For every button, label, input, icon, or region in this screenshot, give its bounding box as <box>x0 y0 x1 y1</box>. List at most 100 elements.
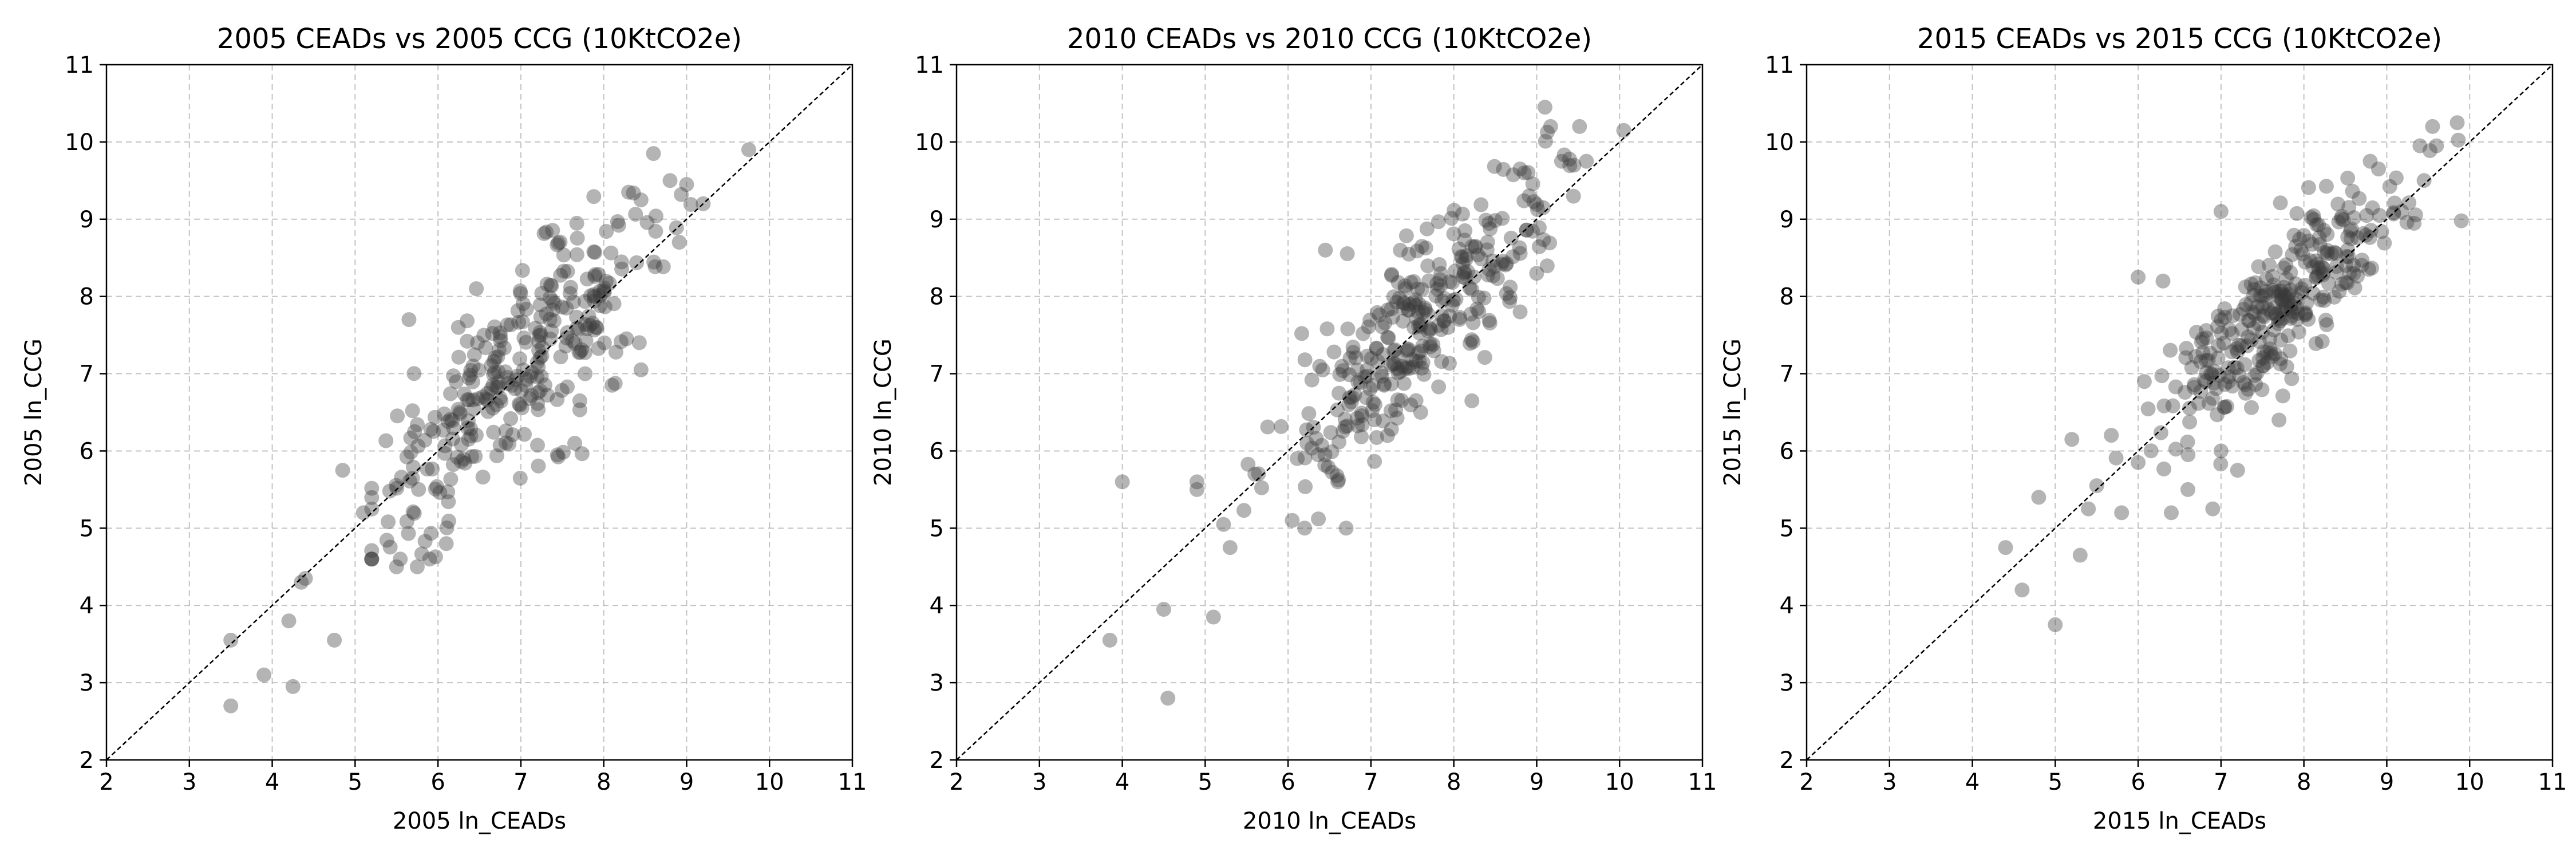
data-point <box>382 483 397 499</box>
data-point <box>605 377 620 393</box>
data-point <box>1297 521 1313 536</box>
data-point <box>2275 388 2290 404</box>
data-point <box>1402 297 1417 312</box>
data-point <box>2416 173 2432 188</box>
data-point <box>671 235 687 250</box>
data-point <box>2153 425 2168 440</box>
data-point <box>1445 275 1460 290</box>
data-point <box>606 296 622 312</box>
data-point <box>223 632 239 648</box>
data-point <box>2265 349 2280 364</box>
x-tick-label: 6 <box>1281 769 1295 795</box>
data-point <box>1340 321 1356 337</box>
data-point <box>2288 291 2304 306</box>
data-point <box>487 350 503 365</box>
data-point <box>581 308 596 324</box>
data-point <box>646 146 661 161</box>
data-point <box>539 224 554 240</box>
data-point <box>492 325 508 341</box>
data-point <box>551 235 566 251</box>
x-tick-label: 9 <box>1530 769 1544 795</box>
data-point <box>530 354 545 370</box>
data-point <box>2288 276 2304 291</box>
data-point <box>1393 242 1408 258</box>
data-point <box>2276 302 2291 317</box>
data-point <box>1326 344 1342 360</box>
data-point <box>2354 258 2369 273</box>
data-point <box>559 300 574 316</box>
data-point <box>1346 345 1361 360</box>
data-point <box>2296 228 2312 243</box>
data-point <box>546 313 562 329</box>
data-point <box>1434 354 1449 369</box>
y-tick-label: 9 <box>1780 207 1794 233</box>
data-point <box>364 543 380 558</box>
data-point <box>1386 356 1401 372</box>
data-point <box>489 448 504 463</box>
data-point <box>1477 350 1492 365</box>
data-point <box>1332 385 1347 401</box>
data-point <box>2298 307 2313 322</box>
data-point <box>437 406 452 421</box>
data-point <box>1503 290 1518 305</box>
data-point <box>1503 230 1519 246</box>
data-point <box>2263 345 2278 361</box>
data-point <box>2238 297 2254 312</box>
data-point <box>2221 374 2236 389</box>
data-point <box>399 514 414 529</box>
data-point <box>1468 239 1483 255</box>
data-point <box>1423 336 1438 352</box>
data-point <box>2319 317 2334 332</box>
data-point <box>515 314 530 329</box>
data-point <box>572 344 588 360</box>
data-point <box>2334 208 2349 224</box>
data-point <box>2364 261 2379 276</box>
data-point <box>598 274 614 289</box>
data-point <box>1462 336 1477 351</box>
data-point <box>512 283 528 298</box>
data-point <box>587 269 602 284</box>
data-point <box>1408 297 1423 313</box>
data-point <box>1526 194 1542 210</box>
data-point <box>518 377 534 393</box>
y-tick-label: 7 <box>930 361 944 388</box>
data-point <box>1519 222 1534 238</box>
data-point <box>2108 450 2124 466</box>
data-point <box>567 336 583 351</box>
data-point <box>425 462 440 476</box>
data-point <box>2251 334 2267 349</box>
data-point <box>2253 288 2268 304</box>
data-point <box>1430 281 1445 297</box>
data-point <box>471 391 486 407</box>
data-point <box>2341 200 2357 215</box>
data-point <box>1473 197 1489 212</box>
data-point <box>2184 360 2199 375</box>
data-point <box>1385 310 1400 325</box>
data-point <box>2182 400 2197 416</box>
data-point <box>1432 257 1447 272</box>
data-point <box>2238 279 2253 294</box>
data-point <box>621 184 637 200</box>
x-tick-label: 2 <box>949 769 963 795</box>
x-tick-label: 7 <box>513 769 528 795</box>
data-point <box>1423 322 1438 337</box>
data-point <box>460 392 475 407</box>
y-tick-label: 5 <box>930 515 944 542</box>
data-point <box>554 300 570 315</box>
data-point <box>2346 266 2361 281</box>
y-tick-label: 10 <box>1765 129 1794 156</box>
data-point <box>460 333 475 349</box>
data-point <box>1566 157 1582 173</box>
data-point <box>2257 309 2271 325</box>
data-point <box>401 526 416 541</box>
data-point <box>2277 289 2293 305</box>
data-point <box>2363 223 2379 238</box>
data-point <box>553 349 568 365</box>
data-point <box>1495 211 1510 226</box>
y-tick-label: 11 <box>915 52 944 78</box>
data-point <box>531 328 547 344</box>
data-point <box>1433 322 1449 337</box>
data-point <box>2292 231 2308 247</box>
data-point <box>2340 171 2356 186</box>
data-point <box>1414 239 1429 254</box>
